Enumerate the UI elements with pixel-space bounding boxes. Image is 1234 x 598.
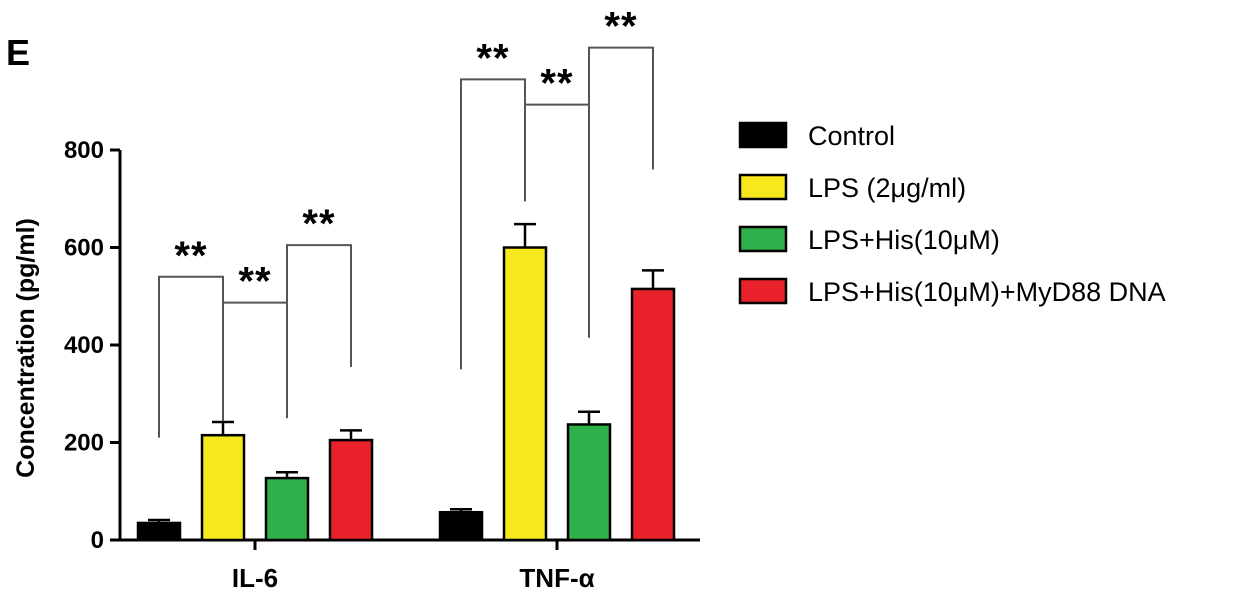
bar (502, 246, 548, 542)
y-tick-label: 800 (64, 137, 104, 164)
panel-letter: E (6, 32, 30, 73)
significance-label: ** (302, 202, 335, 246)
bar (328, 438, 374, 542)
legend-swatch (738, 173, 788, 201)
significance-label: ** (174, 234, 207, 278)
bar (438, 510, 484, 542)
bar (200, 433, 246, 542)
significance-bracket (158, 275, 224, 438)
plot-area: 0 200 400 600 800 IL-6 TNF-α ** ** ** ** ** ** (64, 5, 700, 593)
legend-label: Control (808, 121, 895, 151)
x-tick-label: TNF-α (519, 563, 594, 593)
legend-swatch (738, 277, 788, 305)
significance-label: ** (476, 36, 509, 80)
significance-label: ** (540, 62, 573, 106)
legend-label: LPS+His(10μM) (808, 225, 1000, 255)
y-tick-label: 0 (91, 527, 104, 554)
y-tick-label: 400 (64, 332, 104, 359)
legend-swatch (738, 121, 788, 149)
significance-bracket (222, 301, 288, 421)
significance-bracket (588, 46, 654, 336)
bar (630, 287, 676, 542)
y-tick-label: 200 (64, 430, 104, 457)
legend-label: LPS (2μg/ml) (808, 173, 966, 203)
significance-label: ** (238, 260, 271, 304)
bar (566, 423, 612, 542)
legend-label: LPS+His(10μM)+MyD88 DNA (808, 277, 1166, 307)
significance-bracket (286, 244, 352, 419)
y-tick-label: 600 (64, 235, 104, 262)
bar (136, 521, 182, 542)
legend-swatch (738, 225, 788, 253)
legend: Control LPS (2μg/ml) LPS+His(10μM) LPS+His(… (738, 121, 1166, 307)
significance-label: ** (604, 5, 637, 49)
x-tick-label: IL-6 (232, 563, 278, 593)
bar (264, 476, 310, 542)
y-axis-title: Concentration (pg/ml) (12, 218, 40, 478)
